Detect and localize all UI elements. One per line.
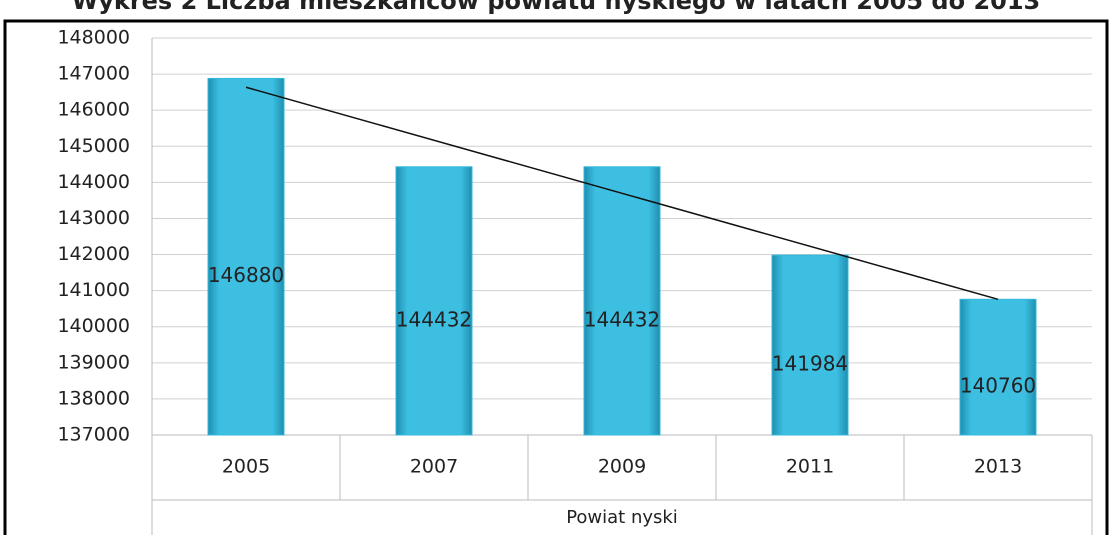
y-tick-label: 148000 [57, 27, 130, 49]
chart-frame [3, 19, 1109, 535]
y-tick-label: 143000 [57, 207, 130, 229]
data-label: 144432 [584, 307, 660, 331]
group-label: Powiat nyski [566, 507, 678, 528]
y-tick-label: 141000 [57, 279, 130, 301]
x-tick-label: 2011 [786, 456, 834, 478]
bar [207, 77, 285, 436]
bar [771, 254, 849, 436]
x-tick-label: 2013 [974, 456, 1022, 478]
y-tick-label: 142000 [57, 243, 130, 265]
data-label: 140760 [960, 374, 1036, 398]
y-tick-label: 139000 [57, 351, 130, 373]
x-tick-label: 2005 [222, 456, 270, 478]
data-label: 141984 [772, 352, 848, 376]
y-tick-label: 144000 [57, 171, 130, 193]
data-label: 144432 [396, 307, 472, 331]
bar [395, 166, 473, 436]
trendline [245, 86, 999, 301]
y-tick-label: 147000 [57, 63, 130, 85]
data-label: 146880 [208, 263, 284, 287]
y-tick-label: 145000 [57, 135, 130, 157]
chart-title: Wykres 2 Liczba mieszkańców powiatu nysk… [72, 0, 1041, 15]
bar [583, 166, 661, 436]
bar [959, 298, 1037, 436]
x-tick-label: 2007 [410, 456, 458, 478]
y-tick-label: 137000 [57, 424, 130, 446]
y-tick-label: 146000 [57, 99, 130, 121]
y-tick-label: 138000 [57, 387, 130, 409]
y-tick-label: 140000 [57, 315, 130, 337]
x-tick-label: 2009 [598, 456, 646, 478]
